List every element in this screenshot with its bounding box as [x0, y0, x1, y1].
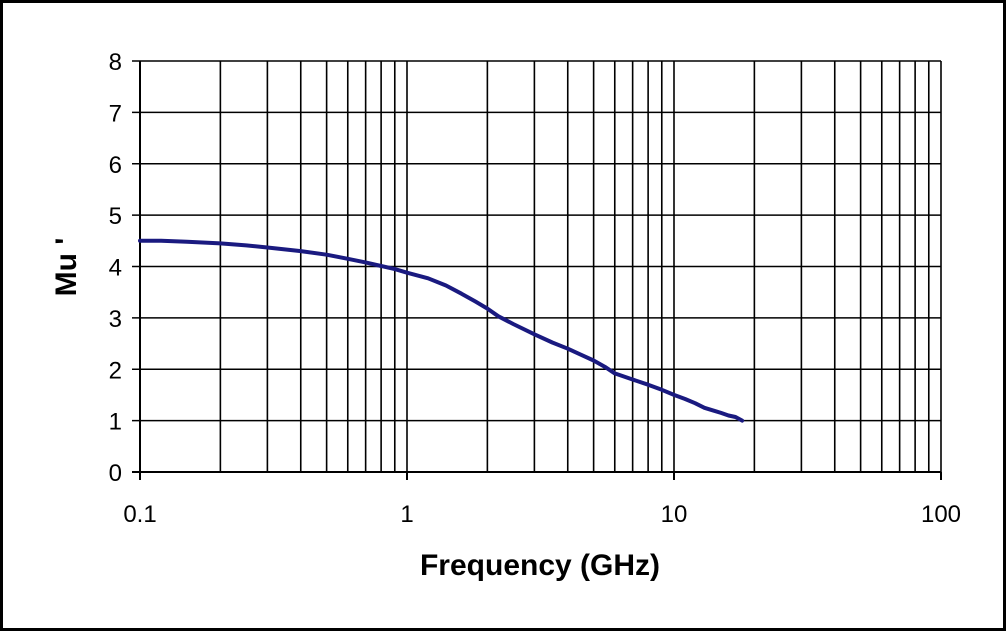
- y-tick-label: 3: [109, 306, 122, 333]
- y-tick-label: 2: [109, 357, 122, 384]
- y-tick-label: 8: [109, 49, 122, 76]
- series-line: [138, 238, 745, 423]
- grid: [132, 60, 942, 473]
- y-tick-labels: 0 1 2 3 4 5 6 7 8: [109, 49, 122, 487]
- x-tick-label: 1: [400, 501, 413, 528]
- y-tick-label: 6: [109, 152, 122, 179]
- y-tick-label: 7: [109, 100, 122, 127]
- y-tick-label: 5: [109, 203, 122, 230]
- axes: [132, 61, 942, 480]
- x-tick-label: 100: [921, 501, 961, 528]
- y-tick-label: 4: [109, 255, 122, 282]
- y-axis-title: Mu ': [50, 238, 83, 297]
- y-tick-label: 0: [109, 460, 122, 487]
- x-tick-label: 0.1: [123, 501, 156, 528]
- x-axis-title: Frequency (GHz): [420, 549, 660, 582]
- series-layer: [138, 238, 745, 423]
- y-tick-label: 1: [109, 409, 122, 436]
- x-tick-label: 10: [661, 501, 688, 528]
- x-tick-labels: 0.1 1 10 100: [123, 501, 961, 528]
